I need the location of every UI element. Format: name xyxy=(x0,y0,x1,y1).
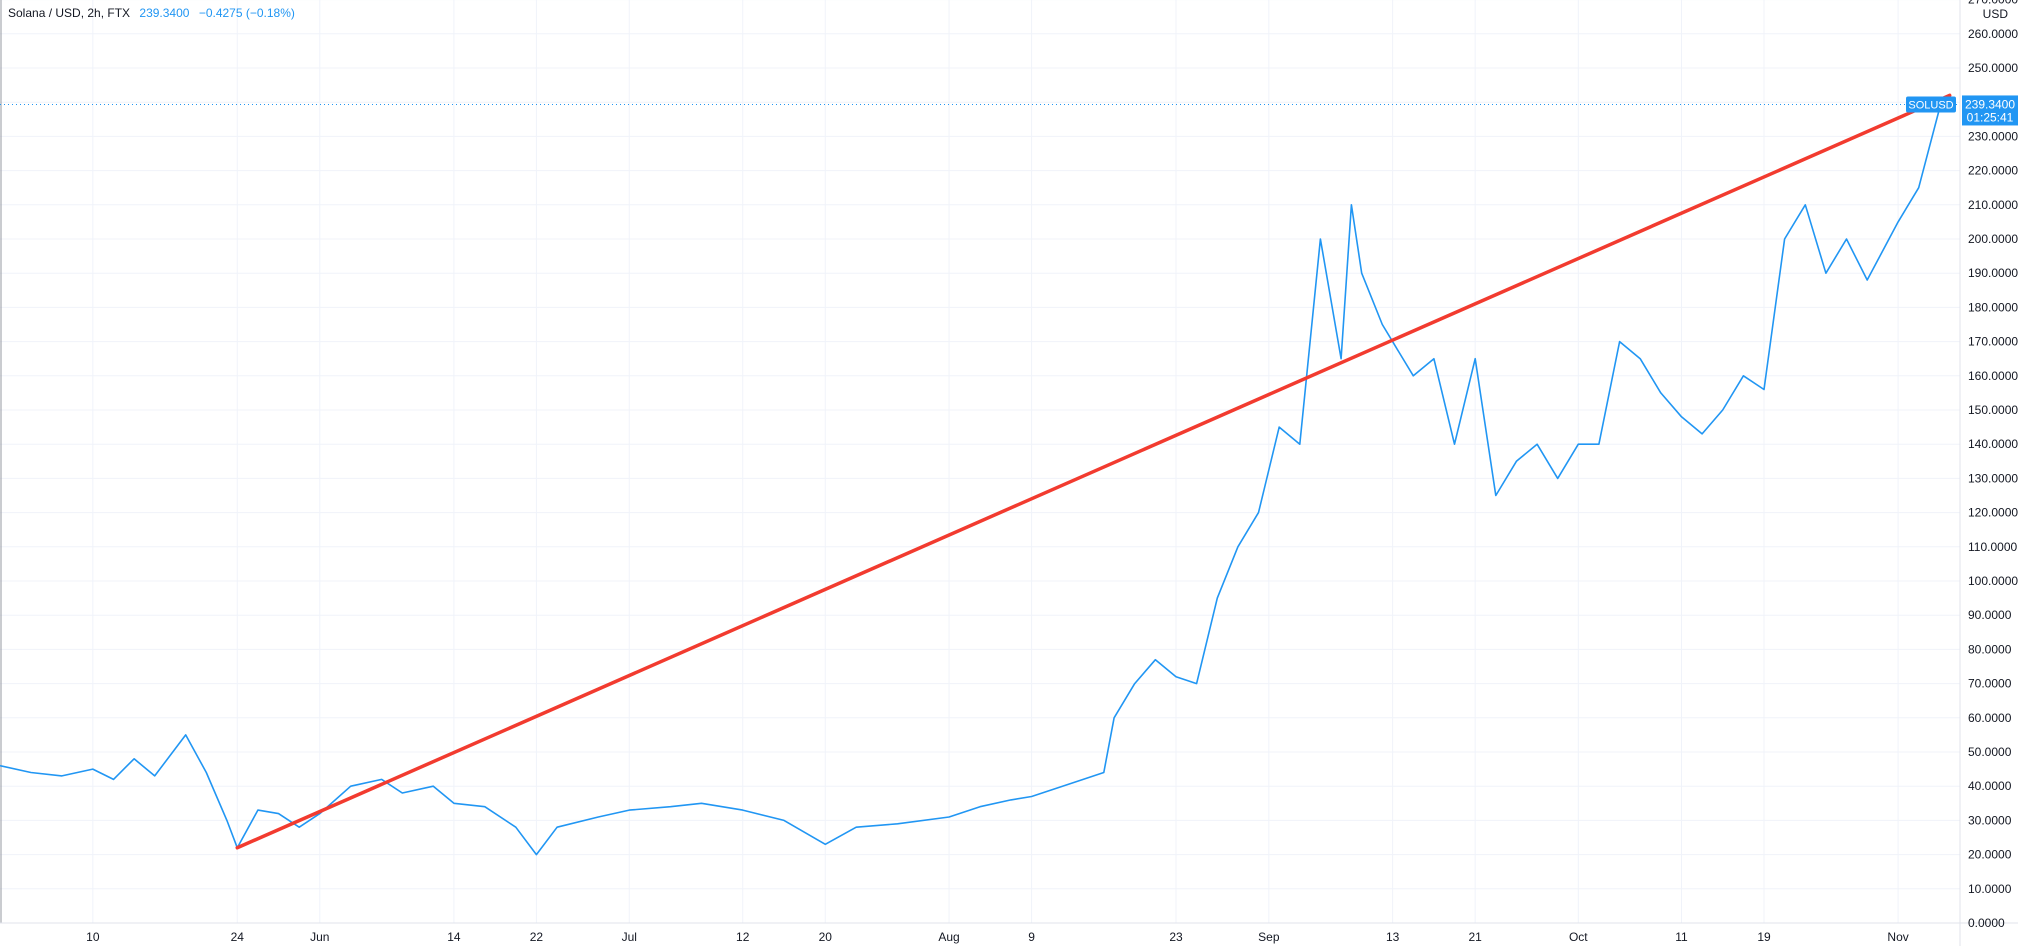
trend-line xyxy=(235,93,1952,850)
last-value: 239.3400 xyxy=(139,6,190,20)
y-tick-label: 140.0000 xyxy=(1968,437,2018,451)
x-tick-label: 12 xyxy=(736,930,750,944)
y-tick-label: 30.0000 xyxy=(1968,813,2012,827)
x-tick-label: Nov xyxy=(1887,930,1908,944)
x-tick-label: 22 xyxy=(530,930,544,944)
y-tick-label: 190.0000 xyxy=(1968,266,2018,280)
y-tick-label: 250.0000 xyxy=(1968,61,2018,75)
y-tick-label: 220.0000 xyxy=(1968,164,2018,178)
y-tick-label: 100.0000 xyxy=(1968,574,2018,588)
x-tick-label: 23 xyxy=(1169,930,1183,944)
price-tag-value: 239.3400 xyxy=(1965,97,2015,111)
x-tick-label: 9 xyxy=(1028,930,1035,944)
y-tick-label: 60.0000 xyxy=(1968,711,2012,725)
y-tick-label: 210.0000 xyxy=(1968,198,2018,212)
y-tick-label: 0.0000 xyxy=(1968,916,2005,930)
y-tick-label: 20.0000 xyxy=(1968,848,2012,862)
y-tick-label: 270.0000 xyxy=(1968,0,2018,7)
y-tick-label: 160.0000 xyxy=(1968,369,2018,383)
y-tick-label: 150.0000 xyxy=(1968,403,2018,417)
y-tick-label: 170.0000 xyxy=(1968,335,2018,349)
y-tick-label: 260.0000 xyxy=(1968,27,2018,41)
price-change: −0.4275 (−0.18%) xyxy=(198,6,295,20)
y-tick-label: 230.0000 xyxy=(1968,129,2018,143)
y-tick-label: 180.0000 xyxy=(1968,300,2018,314)
y-tick-label: 200.0000 xyxy=(1968,232,2018,246)
x-tick-label: 21 xyxy=(1468,930,1482,944)
y-tick-label: 90.0000 xyxy=(1968,608,2012,622)
x-tick-label: 19 xyxy=(1757,930,1771,944)
price-tag xyxy=(1962,95,2018,126)
series-line-solusd xyxy=(0,104,1950,856)
x-tick-label: Jun xyxy=(310,930,329,944)
price-tag-countdown: 01:25:41 xyxy=(1967,110,2014,124)
y-tick-label: 120.0000 xyxy=(1968,506,2018,520)
y-tick-label: 130.0000 xyxy=(1968,471,2018,485)
x-tick-label: 20 xyxy=(819,930,833,944)
x-tick-label: Aug xyxy=(938,930,959,944)
x-tick-label: 13 xyxy=(1386,930,1400,944)
currency-label: USD xyxy=(1983,7,2009,21)
symbol-tag-text: SOLUSD xyxy=(1908,99,1953,111)
y-tick-label: 80.0000 xyxy=(1968,642,2012,656)
x-tick-label: 10 xyxy=(86,930,100,944)
y-tick-label: 10.0000 xyxy=(1968,882,2012,896)
x-tick-label: 11 xyxy=(1675,930,1688,944)
x-tick-label: 14 xyxy=(447,930,461,944)
symbol-legend: Solana / USD, 2h, FTX 239.3400 −0.4275 (… xyxy=(8,6,295,20)
symbol-tag xyxy=(1906,96,1956,113)
y-tick-label: 50.0000 xyxy=(1968,745,2012,759)
y-tick-label: 70.0000 xyxy=(1968,677,2012,691)
x-tick-label: Jul xyxy=(622,930,637,944)
symbol-title: Solana / USD, 2h, FTX xyxy=(8,6,131,20)
y-tick-label: 40.0000 xyxy=(1968,779,2012,793)
y-tick-label: 110.0000 xyxy=(1968,540,2017,554)
x-tick-label: 24 xyxy=(231,930,245,944)
x-tick-label: Sep xyxy=(1258,930,1280,944)
x-tick-label: Oct xyxy=(1569,930,1588,944)
